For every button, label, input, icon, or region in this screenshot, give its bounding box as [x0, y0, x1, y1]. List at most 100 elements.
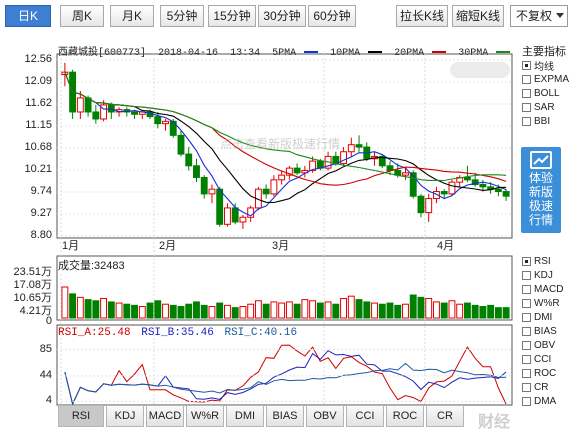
indicator-sar-checkbox[interactable]: SAR: [522, 100, 569, 114]
candle-body: [223, 207, 231, 225]
adjust-select[interactable]: 不复权: [510, 5, 568, 27]
candle-body: [247, 207, 255, 218]
rsi-line-c: [64, 362, 507, 406]
volume-bar: [239, 306, 247, 319]
volume-tick-label: 23.51万: [13, 266, 52, 278]
tab-macd[interactable]: MACD: [146, 405, 184, 427]
checkbox-icon: [522, 354, 531, 364]
period-30min-button[interactable]: 30分钟: [258, 5, 306, 27]
indicator-cci-checkbox[interactable]: CCI: [522, 352, 563, 366]
candle-body: [340, 151, 348, 164]
volume-bar: [254, 300, 262, 319]
rsi-c-value: RSI_C:40.16: [224, 327, 298, 339]
indicator-obv-checkbox[interactable]: OBV: [522, 338, 563, 352]
candle-body: [502, 191, 510, 197]
indicator-roc-checkbox[interactable]: ROC: [522, 366, 563, 380]
period-60min-button[interactable]: 60分钟: [308, 5, 356, 27]
new-quote-promo-button[interactable]: 体验 新版 极速 行情: [521, 147, 561, 233]
volume-bar: [278, 302, 286, 319]
rsi-tick-label: 85: [39, 342, 52, 355]
volume-bar: [479, 306, 487, 319]
volume-bar: [309, 300, 317, 319]
period-weekly-button[interactable]: 周K: [60, 5, 104, 27]
volume-bar: [270, 301, 278, 319]
indicator-bias-checkbox[interactable]: BIAS: [522, 324, 563, 338]
volume-bar: [231, 307, 239, 319]
indicator-dmi-checkbox[interactable]: DMI: [522, 310, 563, 324]
price-tick-label: 9.27: [30, 207, 52, 219]
main-indicators-title: 主要指标: [522, 46, 566, 58]
period-5min-button[interactable]: 5分钟: [160, 5, 204, 27]
checkbox-icon: [522, 326, 531, 336]
indicator-rsi-checkbox[interactable]: RSI: [522, 254, 563, 268]
volume-bar: [324, 301, 332, 319]
promo-line-2: 新版: [528, 185, 553, 199]
tab-dmi[interactable]: DMI: [226, 405, 264, 427]
volume-bar: [146, 302, 154, 319]
candle-body: [425, 198, 433, 214]
tab-wr[interactable]: W%R: [186, 405, 224, 427]
tab-rsi[interactable]: RSI: [58, 405, 104, 427]
corner-logo: 财经: [478, 414, 511, 431]
indicator-expma-checkbox[interactable]: EXPMA: [522, 72, 569, 86]
tab-cr[interactable]: CR: [426, 405, 464, 427]
tab-obv[interactable]: OBV: [306, 405, 344, 427]
checkbox-icon: [522, 256, 531, 266]
volume-bar: [394, 304, 402, 319]
price-tick-label: 10.68: [24, 141, 52, 153]
indicator-macd-checkbox[interactable]: MACD: [522, 282, 563, 296]
volume-bar: [92, 300, 100, 319]
indicator-bbi-checkbox[interactable]: BBI: [522, 114, 569, 128]
secondary-indicator-list: RSI KDJ MACD W%R DMI BIAS OBV CCI ROC CR…: [522, 254, 563, 408]
quote-time: 13:34: [230, 48, 261, 59]
volume-bar: [61, 286, 69, 319]
volume-bar: [185, 303, 193, 319]
volume-bar: [425, 297, 433, 319]
price-tick-label: 8.80: [30, 229, 52, 241]
candle-body: [270, 179, 278, 195]
tab-kdj[interactable]: KDJ: [106, 405, 144, 427]
stretch-kline-button[interactable]: 拉长K线: [396, 5, 448, 27]
period-daily-button[interactable]: 日K: [5, 5, 51, 27]
rsi-line-a: [64, 344, 507, 406]
rsi-line-b: [64, 350, 507, 406]
volume-bar: [463, 302, 471, 319]
tab-bias[interactable]: BIAS: [266, 405, 304, 427]
volume-bar: [84, 299, 92, 319]
indicator-wr-checkbox[interactable]: W%R: [522, 296, 563, 310]
checkbox-icon: [522, 88, 531, 98]
candle-body: [239, 216, 247, 223]
period-15min-button[interactable]: 15分钟: [208, 5, 256, 27]
price-tick-label: 11.62: [25, 97, 52, 109]
candle-body: [162, 120, 169, 125]
promo-line-1: 体验: [528, 171, 553, 185]
candle-body: [200, 176, 208, 195]
volume-bar: [340, 297, 348, 319]
shrink-kline-button[interactable]: 缩短K线: [452, 5, 504, 27]
volume-bar: [293, 303, 301, 319]
quote-date: 2018-04-16: [158, 48, 219, 59]
volume-bar: [502, 307, 510, 319]
candle-body: [169, 120, 177, 136]
checkbox-icon: [522, 270, 531, 280]
candle-body: [316, 160, 324, 169]
volume-bar: [162, 303, 169, 319]
ma-line-30: [64, 72, 507, 182]
stock-info-line: 西藏城投[600773] 2018-04-16 13:34 5PMA 10PMA…: [58, 43, 516, 59]
volume-bar: [177, 306, 185, 319]
period-monthly-button[interactable]: 月K: [110, 5, 154, 27]
indicator-boll-checkbox[interactable]: BOLL: [522, 86, 569, 100]
stock-code: [600773]: [98, 48, 147, 59]
indicator-kdj-checkbox[interactable]: KDJ: [522, 268, 563, 282]
candle-body: [84, 97, 92, 113]
tab-cci[interactable]: CCI: [346, 405, 384, 427]
volume-bar: [471, 304, 479, 319]
volume-bar: [448, 300, 456, 319]
volume-bar: [433, 301, 440, 319]
indicator-dma-checkbox[interactable]: DMA: [522, 394, 563, 408]
tab-roc[interactable]: ROC: [386, 405, 424, 427]
indicator-cr-checkbox[interactable]: CR: [522, 380, 563, 394]
indicator-ma-checkbox[interactable]: 均线: [522, 58, 569, 73]
volume-bar: [378, 303, 386, 319]
candle-body: [278, 174, 286, 181]
